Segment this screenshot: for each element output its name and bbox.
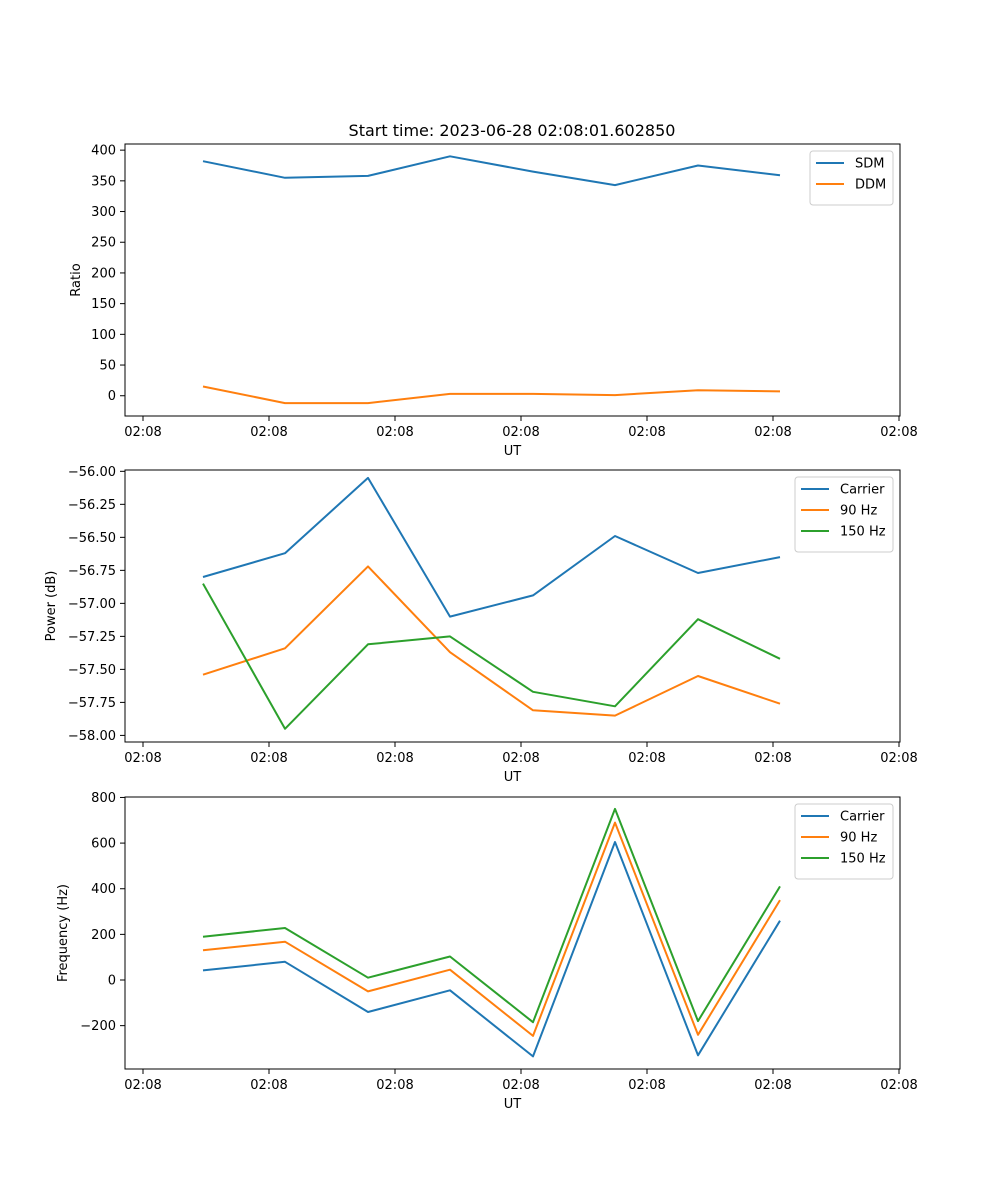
legend-label: DDM	[855, 178, 886, 193]
y-tick-label: −56.00	[68, 465, 116, 480]
legend-label: SDM	[855, 157, 884, 172]
legend-label: 150 Hz	[840, 852, 886, 867]
series-line-90-hz	[202, 821, 781, 1037]
x-tick-label: 02:08	[628, 751, 665, 766]
y-axis-label: Power (dB)	[44, 571, 59, 642]
x-tick-label: 02:08	[754, 425, 791, 440]
x-tick-label: 02:08	[124, 1078, 161, 1093]
y-tick-label: 200	[91, 928, 116, 943]
x-tick-label: 02:08	[502, 425, 539, 440]
legend-label: 150 Hz	[840, 525, 886, 540]
y-tick-label: 100	[91, 328, 116, 343]
series-line-150-hz	[202, 583, 781, 730]
x-tick-label: 02:08	[124, 751, 161, 766]
legend-label: 90 Hz	[840, 831, 877, 846]
x-tick-label: 02:08	[502, 1078, 539, 1093]
y-tick-label: −58.00	[68, 729, 116, 744]
plot-frame	[124, 143, 901, 417]
y-tick-label: −57.75	[68, 696, 116, 711]
legend-label: Carrier	[840, 810, 885, 825]
y-tick-label: −57.00	[68, 597, 116, 612]
x-tick-label: 02:08	[754, 751, 791, 766]
y-tick-label: −56.25	[68, 498, 116, 513]
x-tick-label: 02:08	[628, 1078, 665, 1093]
chart-panel-1: 02:08 02:08 02:08 02:08 02:08 02:08 02:08 0 50 10…	[69, 143, 918, 459]
plot-frame	[124, 469, 901, 743]
chart-panel-3: 02:08 02:08 02:08 02:08 02:08 02:08 02:08 −200 0…	[56, 791, 918, 1112]
x-tick-label: 02:08	[880, 425, 917, 440]
legend-label: Carrier	[840, 483, 885, 498]
y-tick-label: 150	[91, 297, 116, 312]
x-tick-label: 02:08	[250, 1078, 287, 1093]
series-line-sdm	[202, 155, 781, 187]
legend: Carrier 90 Hz 150 Hz	[794, 476, 894, 553]
x-tick-label: 02:08	[880, 751, 917, 766]
legend-box	[794, 476, 894, 553]
y-tick-label: −56.50	[68, 531, 116, 546]
y-tick-label: 800	[91, 791, 116, 806]
series-line-90-hz	[202, 565, 781, 717]
x-axis-label: UT	[504, 444, 522, 459]
y-axis-label: Frequency (Hz)	[56, 884, 71, 982]
series-line-carrier	[202, 476, 781, 618]
x-tick-label: 02:08	[754, 1078, 791, 1093]
legend: Carrier 90 Hz 150 Hz	[794, 803, 894, 880]
y-tick-label: −56.75	[68, 564, 116, 579]
y-tick-label: 50	[99, 359, 116, 374]
x-tick-label: 02:08	[250, 425, 287, 440]
x-tick-label: 02:08	[376, 425, 413, 440]
legend-box	[794, 803, 894, 880]
x-tick-label: 02:08	[250, 751, 287, 766]
y-tick-label: 400	[91, 882, 116, 897]
y-tick-label: 200	[91, 266, 116, 281]
y-tick-label: 400	[91, 144, 116, 159]
legend: SDM DDM	[809, 150, 894, 206]
series-line-150-hz	[202, 807, 781, 1024]
y-tick-label: 300	[91, 205, 116, 220]
panels: 02:08 02:08 02:08 02:08 02:08 02:08 02:08 0 50 10…	[44, 143, 918, 1112]
chart-panel-2: 02:08 02:08 02:08 02:08 02:08 02:08 02:08 −58.0…	[44, 465, 918, 785]
y-tick-label: 350	[91, 174, 116, 189]
x-tick-label: 02:08	[628, 425, 665, 440]
legend-box	[809, 150, 894, 206]
series-line-ddm	[202, 385, 781, 405]
y-tick-label: −200	[80, 1019, 116, 1034]
y-tick-label: −57.50	[68, 663, 116, 678]
figure-title: Start time: 2023-06-28 02:08:01.602850	[349, 121, 676, 140]
x-tick-label: 02:08	[376, 1078, 413, 1093]
x-tick-label: 02:08	[376, 751, 413, 766]
x-tick-label: 02:08	[880, 1078, 917, 1093]
x-axis-label: UT	[504, 770, 522, 785]
y-tick-label: 250	[91, 236, 116, 251]
y-tick-label: 0	[108, 974, 116, 989]
y-axis-label: Ratio	[69, 263, 84, 296]
x-tick-label: 02:08	[124, 425, 161, 440]
x-axis-label: UT	[504, 1097, 522, 1112]
y-tick-label: 0	[108, 389, 116, 404]
x-tick-label: 02:08	[502, 751, 539, 766]
y-tick-label: 600	[91, 837, 116, 852]
series-line-carrier	[202, 841, 781, 1058]
y-tick-label: −57.25	[68, 630, 116, 645]
plot-frame	[124, 796, 901, 1070]
legend-label: 90 Hz	[840, 504, 877, 519]
